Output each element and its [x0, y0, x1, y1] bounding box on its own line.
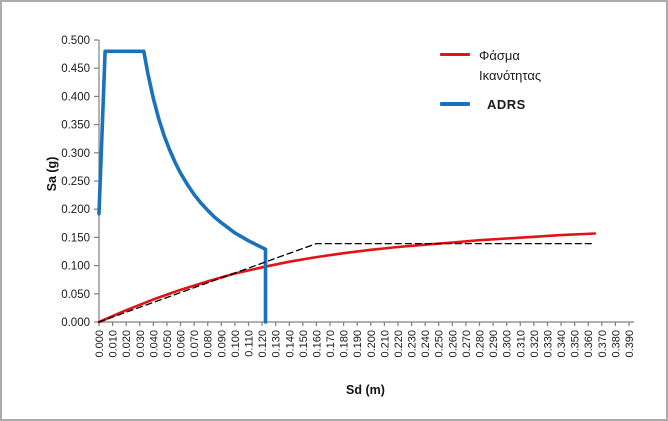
y-tick-label: 0.500 — [61, 35, 90, 47]
y-tick-label: 0.400 — [61, 91, 90, 103]
x-tick-label: 0.120 — [257, 330, 269, 358]
x-tick-label: 0.230 — [407, 330, 419, 358]
x-tick-label: 0.070 — [189, 330, 201, 358]
y-tick-label: 0.250 — [61, 176, 90, 188]
series-capacity-spectrum — [97, 232, 597, 324]
x-tick-label: 0.100 — [230, 330, 242, 358]
x-tick-label: 0.040 — [148, 330, 160, 358]
x-tick-label: 0.350 — [570, 330, 582, 358]
x-tick-label: 0.370 — [597, 330, 609, 358]
y-tick-label: 0.450 — [61, 63, 90, 75]
series-adrs — [97, 49, 268, 324]
x-tick-label: 0.210 — [379, 330, 391, 358]
legend-label-capacity: Φάσμα Ικανότητας — [479, 48, 542, 84]
x-tick-label: 0.020 — [121, 330, 133, 358]
x-tick-label: 0.300 — [502, 330, 514, 358]
x-tick-label: 0.340 — [556, 330, 568, 358]
legend-label-adrs: ADRS — [487, 97, 526, 113]
x-tick-label: 0.220 — [393, 330, 405, 358]
x-tick-label: 0.320 — [529, 330, 541, 358]
x-tick-label: 0.180 — [339, 330, 351, 358]
x-tick-label: 0.270 — [461, 330, 473, 358]
x-tick-label: 0.240 — [420, 330, 432, 358]
y-tick-label: 0.350 — [61, 120, 90, 132]
legend-item-adrs: ADRS — [440, 95, 565, 115]
x-tick-label: 0.260 — [447, 330, 459, 358]
y-tick-label: 0.150 — [61, 232, 90, 244]
x-axis-title: Sd (m) — [346, 383, 385, 397]
y-tick-label: 0.200 — [61, 204, 90, 216]
x-tick-label: 0.390 — [624, 330, 636, 358]
x-tick-label: 0.360 — [583, 330, 595, 358]
x-tick-label: 0.160 — [311, 330, 323, 358]
y-axis-title: Sa (g) — [45, 156, 59, 192]
x-tick-label: 0.110 — [243, 330, 255, 357]
x-tick-label: 0.080 — [203, 330, 215, 358]
x-tick-label: 0.090 — [216, 330, 228, 358]
adrs-line-swatch — [440, 102, 470, 106]
x-tick-label: 0.060 — [176, 330, 188, 358]
x-tick-label: 0.140 — [284, 330, 296, 358]
x-tick-label: 0.030 — [135, 330, 147, 358]
x-tick-label: 0.130 — [271, 330, 283, 358]
x-tick-label: 0.330 — [542, 330, 554, 358]
legend: Φάσμα Ικανότητας ADRS — [440, 46, 565, 124]
x-tick-label: 0.380 — [610, 330, 622, 358]
x-tick-label: 0.200 — [366, 330, 378, 358]
x-tick-label: 0.000 — [94, 330, 106, 358]
x-tick-label: 0.050 — [162, 330, 174, 358]
y-tick-label: 0.100 — [61, 261, 90, 273]
y-tick-label: 0.050 — [61, 289, 90, 301]
y-tick-label: 0.300 — [61, 148, 90, 160]
x-tick-label: 0.290 — [488, 330, 500, 358]
x-tick-label: 0.280 — [475, 330, 487, 358]
series-bilinear-dashed — [98, 242, 593, 323]
x-tick-label: 0.250 — [434, 330, 446, 358]
x-tick-label: 0.170 — [325, 330, 337, 358]
x-tick-label: 0.190 — [352, 330, 364, 358]
y-tick-label: 0.000 — [61, 317, 90, 329]
x-tick-label: 0.310 — [515, 330, 527, 358]
legend-item-capacity: Φάσμα Ικανότητας — [440, 46, 565, 86]
capacity-line-swatch — [440, 53, 470, 56]
x-tick-label: 0.010 — [108, 330, 120, 358]
x-tick-label: 0.150 — [298, 330, 310, 358]
